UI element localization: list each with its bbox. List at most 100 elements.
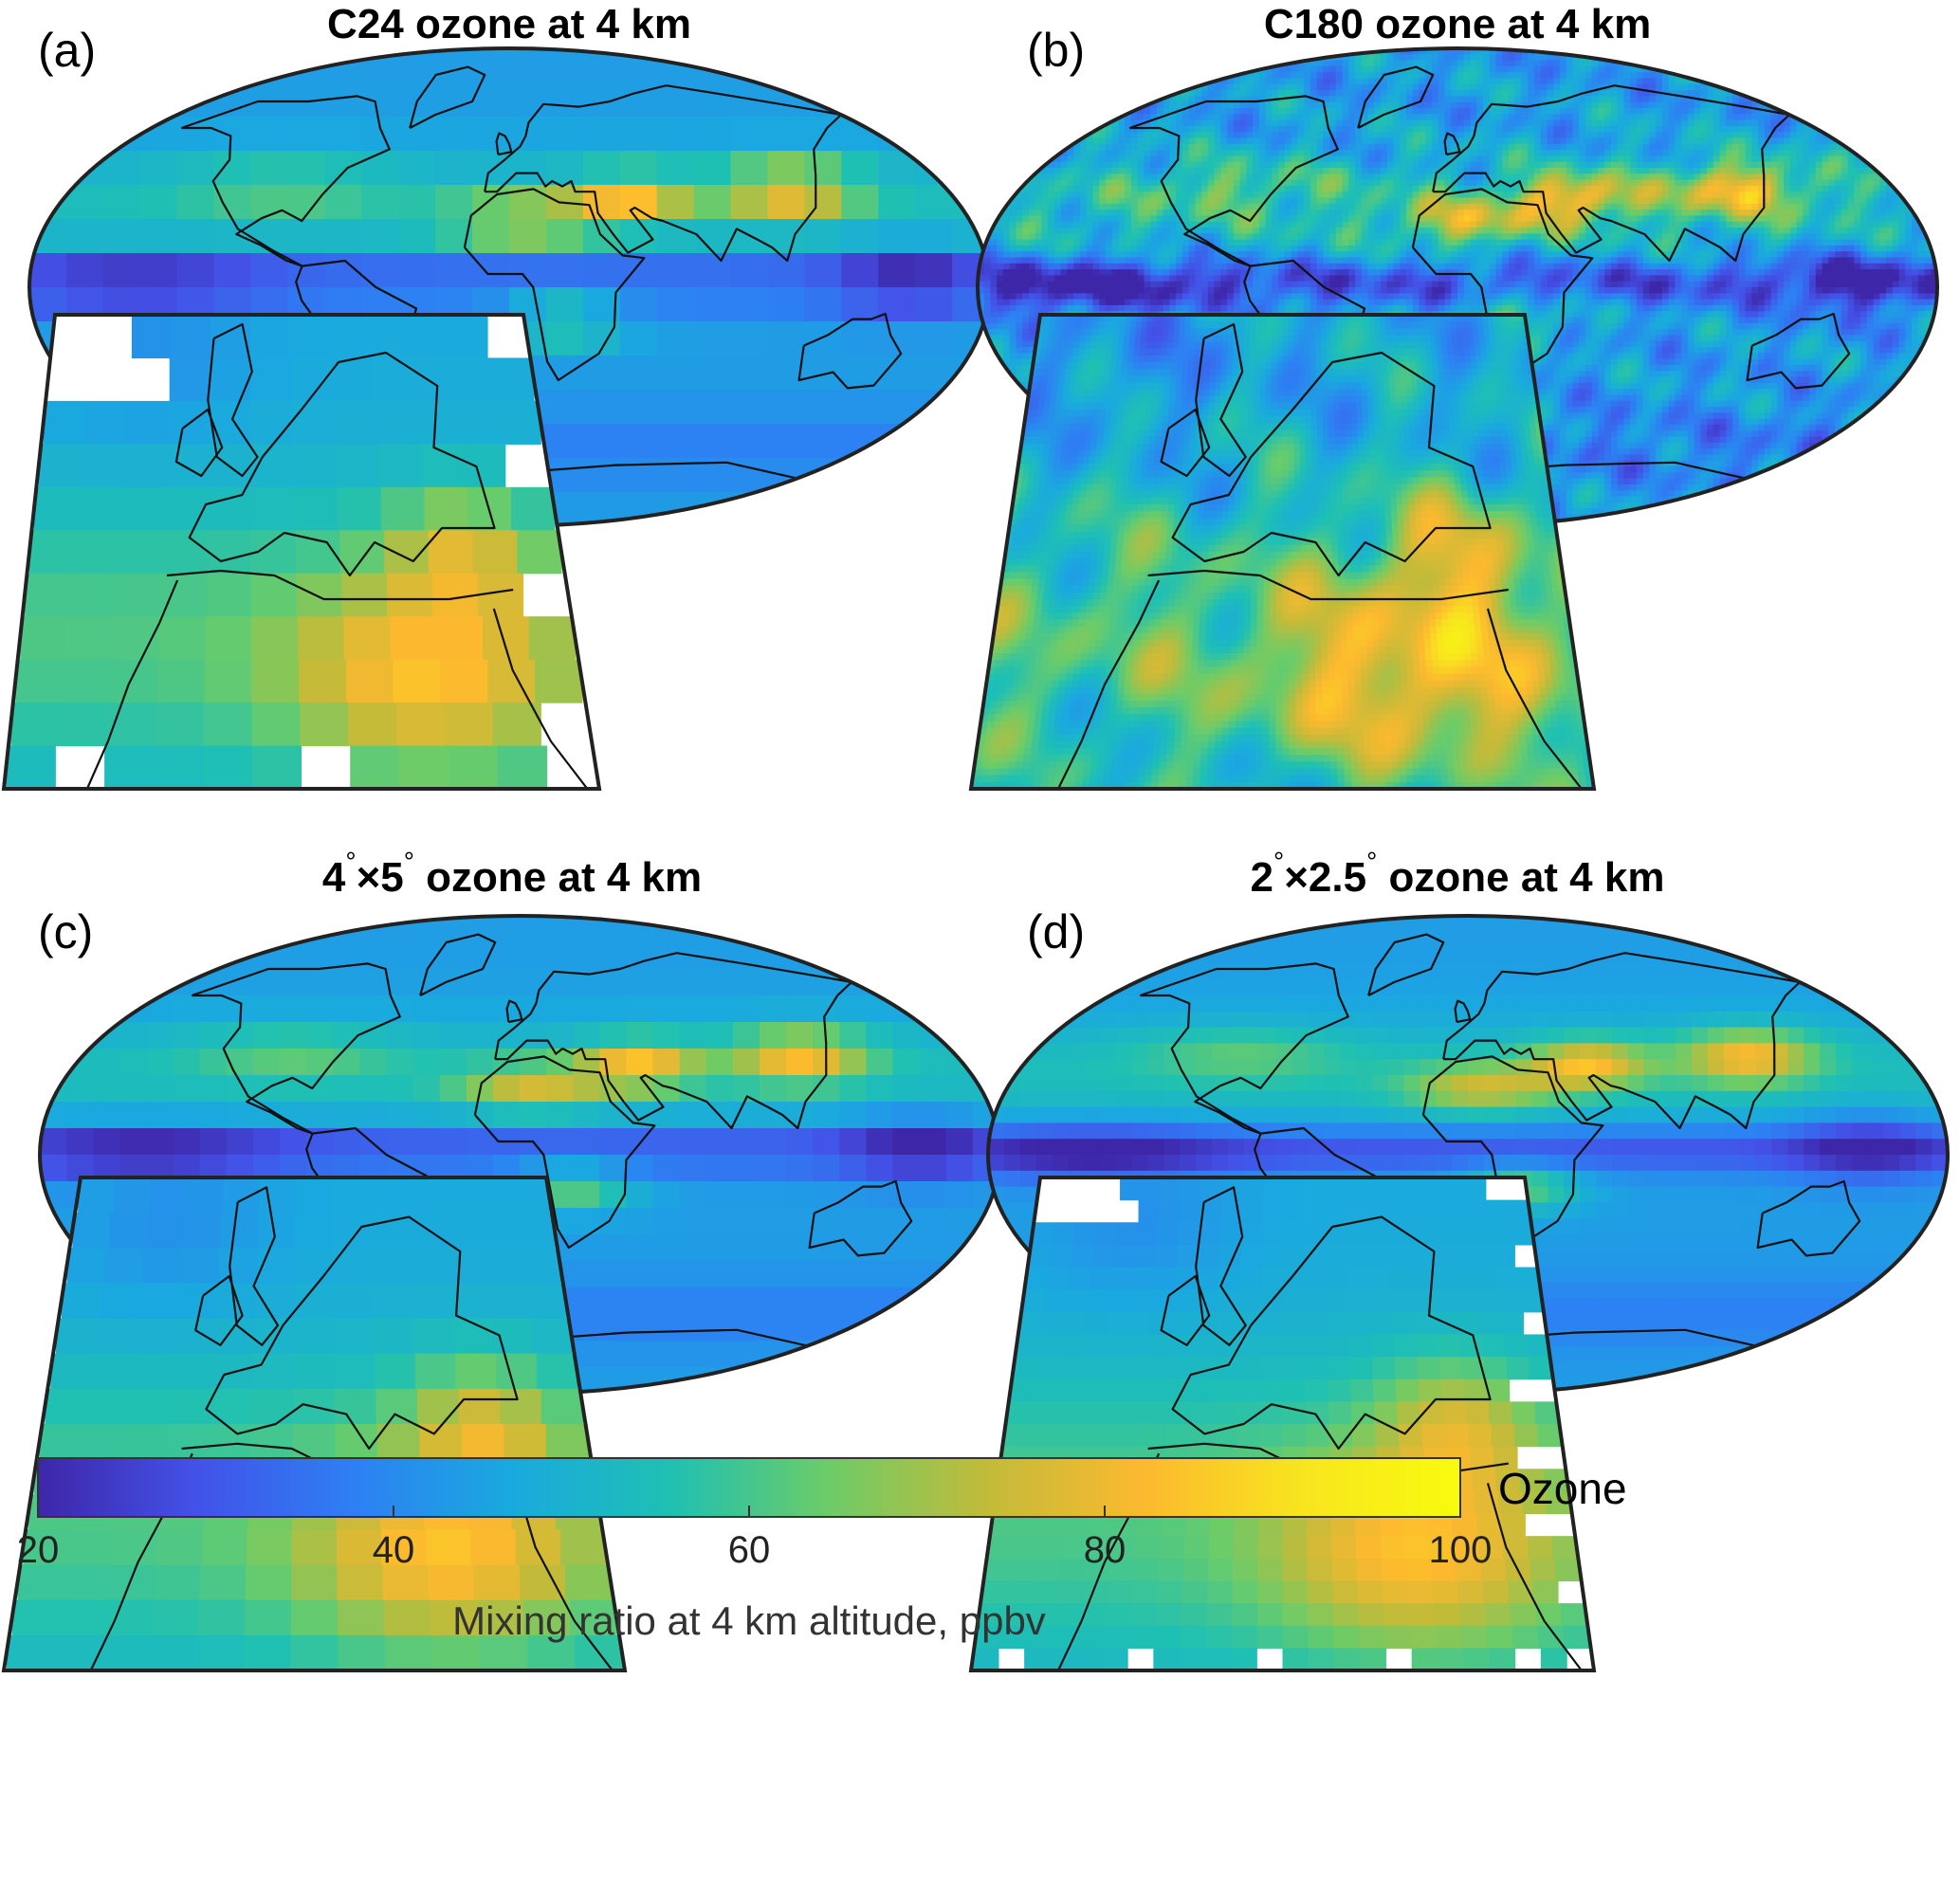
heatmap-cell <box>1125 210 1132 216</box>
heatmap-cell <box>1777 60 1785 67</box>
heatmap-cell <box>1828 125 1836 133</box>
heatmap-cell <box>804 253 842 288</box>
heatmap-cell <box>1841 83 1849 91</box>
heatmap-cell <box>102 48 141 83</box>
heatmap-cell <box>1828 137 1836 145</box>
heatmap-cell <box>1841 54 1849 62</box>
heatmap-cell <box>1713 119 1721 127</box>
heatmap-cell <box>1214 197 1221 205</box>
heatmap-cell <box>1278 155 1286 163</box>
heatmap-cell <box>1649 143 1657 151</box>
heatmap-cell <box>1419 203 1426 210</box>
heatmap-cell <box>1291 132 1298 139</box>
heatmap-cell <box>1528 83 1535 91</box>
heatmap-cell <box>1386 96 1395 103</box>
heatmap-cell <box>1297 221 1305 228</box>
heatmap-cell <box>250 573 298 617</box>
heatmap-cell <box>1195 54 1202 62</box>
heatmap-cell <box>1297 179 1305 187</box>
inset-coastline <box>85 579 179 789</box>
heatmap-cell <box>978 48 985 55</box>
heatmap-cell <box>1412 72 1420 80</box>
heatmap-cell <box>1591 210 1600 216</box>
heatmap-cell <box>1495 65 1503 73</box>
heatmap-cell <box>1406 96 1414 103</box>
heatmap-cell <box>1738 192 1747 199</box>
heatmap-cell <box>1105 197 1113 205</box>
heatmap-cell <box>1681 101 1689 109</box>
heatmap-cell <box>1195 132 1202 139</box>
heatmap-cell <box>1463 125 1472 133</box>
heatmap-cell <box>1508 197 1516 205</box>
heatmap-cell <box>1002 48 1011 55</box>
heatmap-cell <box>1489 168 1497 174</box>
heatmap-cell <box>1073 150 1081 156</box>
heatmap-cell <box>171 315 211 359</box>
heatmap-cell <box>1604 114 1612 121</box>
heatmap-cell <box>1169 119 1177 127</box>
heatmap-cell <box>1636 173 1644 181</box>
heatmap-cell <box>1784 203 1791 210</box>
heatmap-cell <box>1067 101 1074 109</box>
heatmap-cell <box>1201 60 1209 67</box>
heatmap-cell <box>990 54 998 62</box>
heatmap-cell <box>1444 119 1452 127</box>
heatmap-cell <box>1533 60 1542 67</box>
heatmap-cell <box>1130 137 1139 145</box>
heatmap-cell <box>1905 179 1913 187</box>
heatmap-cell <box>1809 197 1817 205</box>
heatmap-cell <box>1163 83 1170 91</box>
heatmap-cell <box>1444 101 1452 109</box>
heatmap-cell <box>1258 185 1267 192</box>
heatmap-cell <box>1828 90 1836 97</box>
heatmap-cell <box>1079 83 1088 91</box>
heatmap-cell <box>1508 215 1516 223</box>
heatmap-cell <box>1751 185 1759 192</box>
heatmap-cell <box>1118 65 1126 73</box>
heatmap-cell <box>1738 78 1747 85</box>
heatmap-cell <box>1169 173 1177 181</box>
heatmap-cell <box>1355 150 1363 156</box>
heatmap-cell <box>1770 60 1778 67</box>
heatmap-cell <box>1022 185 1030 192</box>
heatmap-cell <box>158 616 206 661</box>
heatmap-cell <box>1610 168 1619 174</box>
heatmap-cell <box>1854 65 1861 73</box>
heatmap-cell <box>1111 203 1120 210</box>
heatmap-cell <box>1419 155 1426 163</box>
heatmap-cell <box>1335 179 1344 187</box>
heatmap-cell <box>1726 78 1733 85</box>
heatmap-cell <box>139 185 178 220</box>
heatmap-cell <box>1694 54 1701 62</box>
heatmap-cell <box>1694 185 1701 192</box>
heatmap-cell <box>1284 90 1292 97</box>
heatmap-cell <box>1169 132 1177 139</box>
heatmap-cell <box>1789 215 1798 223</box>
heatmap-cell <box>1022 108 1030 115</box>
heatmap-cell <box>1163 72 1170 80</box>
heatmap-cell <box>1239 78 1247 85</box>
heatmap-cell <box>1707 161 1714 169</box>
heatmap-cell <box>1361 108 1369 115</box>
heatmap-cell <box>1630 96 1638 103</box>
heatmap-cell <box>1661 78 1670 85</box>
heatmap-cell <box>29 253 67 288</box>
heatmap-cell <box>1661 155 1670 163</box>
heatmap-cell <box>1425 173 1433 181</box>
heatmap-cell <box>1374 150 1382 156</box>
heatmap-cell <box>1726 185 1733 192</box>
heatmap-cell <box>1291 137 1298 145</box>
heatmap-cell <box>1086 203 1094 210</box>
heatmap-cell <box>1163 210 1170 216</box>
heatmap-cell <box>1425 221 1433 228</box>
heatmap-cell <box>1924 161 1932 169</box>
heatmap-cell <box>1572 78 1580 85</box>
heatmap-cell <box>1540 173 1548 181</box>
heatmap-cell <box>1470 215 1477 223</box>
heatmap-cell <box>1533 125 1542 133</box>
heatmap-cell <box>1879 161 1887 169</box>
heatmap-cell <box>1067 192 1074 199</box>
heatmap-cell <box>1214 101 1221 109</box>
heatmap-cell <box>1181 155 1190 163</box>
heatmap-cell <box>1700 83 1708 91</box>
